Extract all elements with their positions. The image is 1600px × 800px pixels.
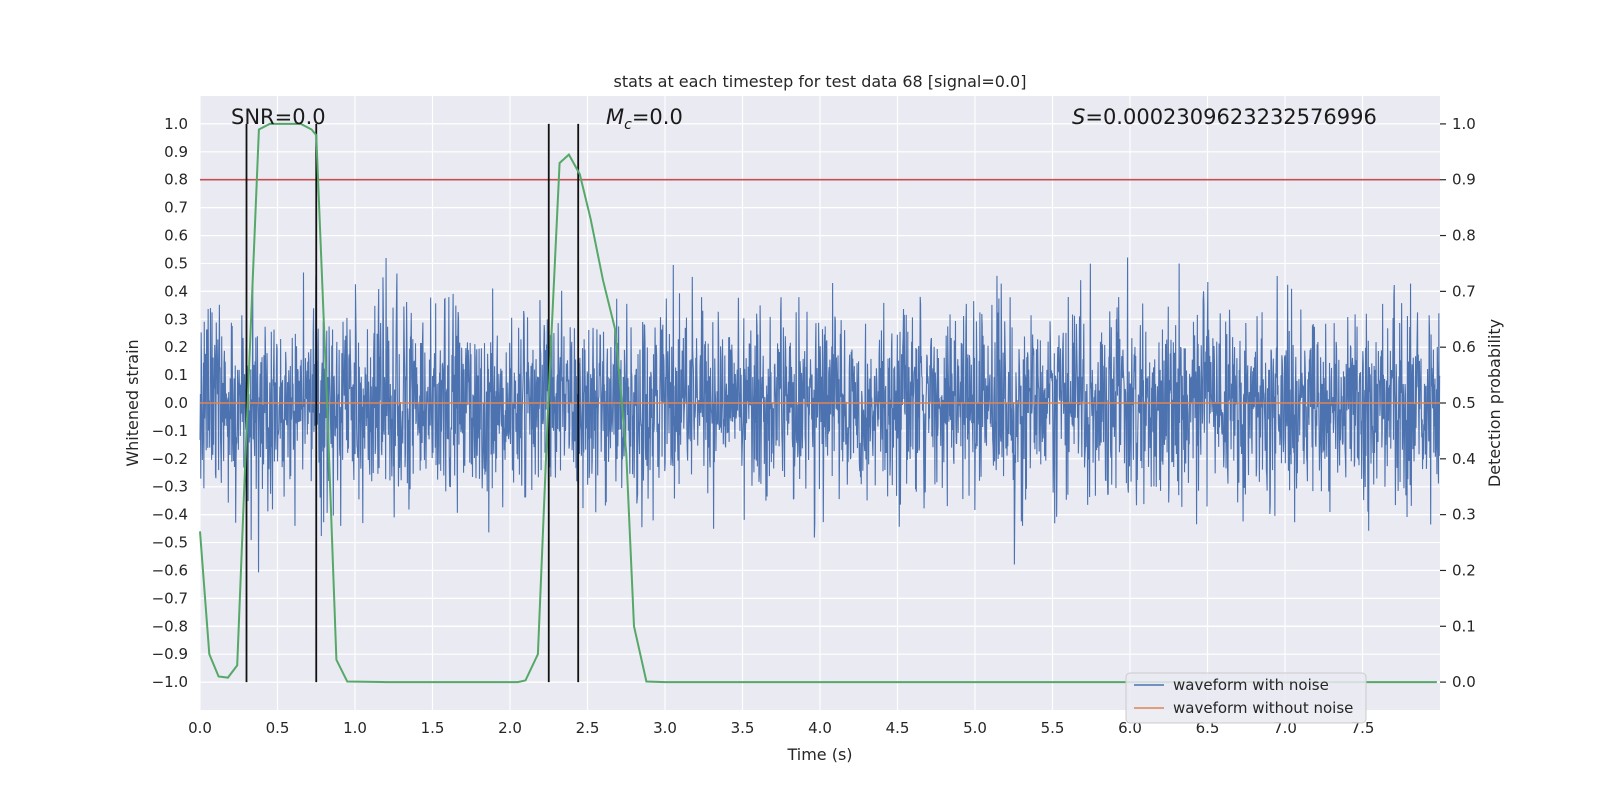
y-tick-label: 0.5 bbox=[164, 254, 188, 272]
y-tick-label: 0.2 bbox=[164, 338, 188, 356]
series-detection-probability bbox=[199, 122, 1437, 684]
score-symbol: S bbox=[1072, 105, 1085, 129]
y-tick-label: 0.0 bbox=[164, 394, 188, 412]
x-tick-label: 4.5 bbox=[886, 719, 910, 737]
y-tick-label: 0.7 bbox=[164, 199, 188, 217]
y2-tick-label: 0.2 bbox=[1452, 561, 1476, 579]
x-tick-label: 2.5 bbox=[576, 719, 600, 737]
y-axis-label: Whitened strain bbox=[123, 339, 142, 466]
chirp-mass-value: =0.0 bbox=[632, 105, 683, 129]
y-tick-label: −0.1 bbox=[152, 422, 188, 440]
y-tick-label: 0.6 bbox=[164, 227, 188, 245]
y-tick-label: −0.5 bbox=[152, 534, 188, 552]
y-tick-label: −1.0 bbox=[152, 673, 188, 691]
y2-tick-label: 0.9 bbox=[1452, 171, 1476, 189]
y2-tick-label: 0.1 bbox=[1452, 617, 1476, 635]
y2-tick-label: 1.0 bbox=[1452, 115, 1476, 133]
legend-box bbox=[1125, 672, 1367, 724]
y-tick-label: −0.9 bbox=[152, 645, 188, 663]
x-axis-label: Time (s) bbox=[786, 745, 852, 764]
y-tick-label: −0.3 bbox=[152, 478, 188, 496]
y-tick-label: −0.6 bbox=[152, 561, 188, 579]
y-axis-right-ticks: 0.0 0.1 0.2 0.3 0.4 0.5 0.6 0.7 0.8 0.9 1.0 bbox=[1440, 115, 1476, 691]
y-tick-label: −0.2 bbox=[152, 450, 188, 468]
x-tick-label: 0.5 bbox=[266, 719, 290, 737]
x-tick-label: 1.5 bbox=[421, 719, 445, 737]
y-tick-label: 0.9 bbox=[164, 143, 188, 161]
chirp-mass-symbol: M bbox=[606, 105, 624, 129]
chirp-mass-annotation: Mc=0.0 bbox=[606, 105, 683, 133]
y-tick-label: −0.8 bbox=[152, 617, 188, 635]
y2-tick-label: 0.6 bbox=[1452, 338, 1476, 356]
y-tick-label: −0.7 bbox=[152, 589, 188, 607]
y-axis-left-ticks: −1.0 −0.9 −0.8 −0.7 −0.6 −0.5 −0.4 −0.3 −0.2 −0.1… bbox=[152, 115, 188, 691]
y2-tick-label: 0.7 bbox=[1452, 282, 1476, 300]
score-annotation: S=0.0002309623232576996 bbox=[1072, 105, 1377, 129]
legend-label-noise: waveform with noise bbox=[1173, 676, 1329, 694]
y-tick-label: −0.4 bbox=[152, 506, 188, 524]
y2-tick-label: 0.0 bbox=[1452, 673, 1476, 691]
y2-tick-label: 0.3 bbox=[1452, 506, 1476, 524]
legend-label-clean: waveform without noise bbox=[1173, 699, 1353, 717]
series-waveform-with-noise bbox=[199, 257, 1441, 573]
y-tick-label: 0.4 bbox=[164, 282, 188, 300]
x-tick-label: 0.0 bbox=[188, 719, 212, 737]
snr-annotation: SNR=0.0 bbox=[231, 105, 326, 129]
x-tick-label: 4.0 bbox=[808, 719, 832, 737]
y-tick-label: 0.3 bbox=[164, 310, 188, 328]
y2-tick-label: 0.4 bbox=[1452, 450, 1476, 468]
noise-trace bbox=[199, 257, 1441, 573]
y2-axis-label: Detection probability bbox=[1485, 319, 1504, 487]
y2-tick-label: 0.5 bbox=[1452, 394, 1476, 412]
score-value: =0.0002309623232576996 bbox=[1085, 105, 1377, 129]
x-axis-ticks: 0.0 0.5 1.0 1.5 2.0 2.5 3.0 3.5 4.0 4.5 5.0 5.5 6.0 6… bbox=[188, 719, 1374, 737]
chart-title: stats at each timestep for test data 68 … bbox=[614, 72, 1027, 91]
probability-curve bbox=[199, 122, 1437, 684]
x-tick-label: 5.0 bbox=[963, 719, 987, 737]
y-tick-label: 1.0 bbox=[164, 115, 188, 133]
x-tick-label: 5.5 bbox=[1041, 719, 1065, 737]
x-tick-label: 1.0 bbox=[343, 719, 367, 737]
y-tick-label: 0.8 bbox=[164, 171, 188, 189]
y2-tick-label: 0.8 bbox=[1452, 227, 1476, 245]
legend: waveform with noise waveform without noi… bbox=[1125, 672, 1367, 724]
chirp-mass-subscript: c bbox=[624, 117, 632, 133]
x-tick-label: 2.0 bbox=[498, 719, 522, 737]
x-tick-label: 3.5 bbox=[731, 719, 755, 737]
y-tick-label: 0.1 bbox=[164, 366, 188, 384]
x-tick-label: 3.0 bbox=[653, 719, 677, 737]
